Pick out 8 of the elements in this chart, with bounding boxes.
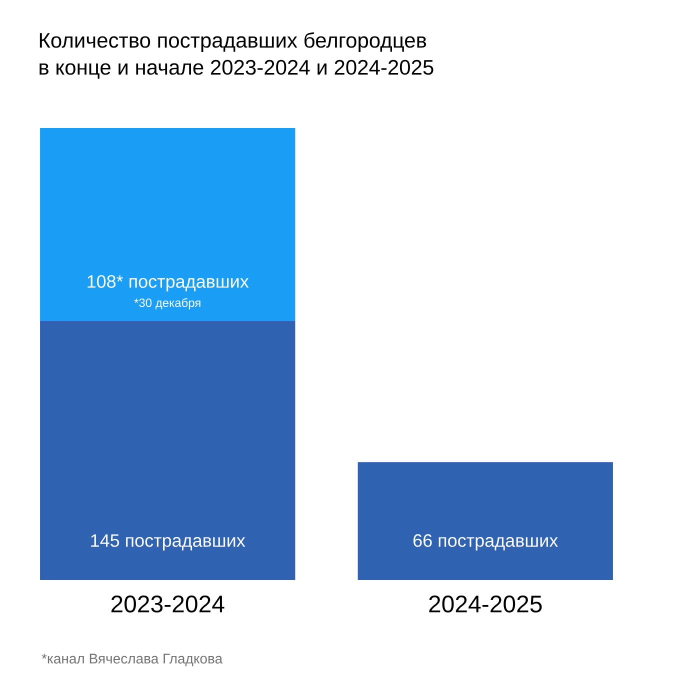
x-tick-label: 2023-2024 xyxy=(111,596,224,613)
data-label: 66 пострадавших xyxy=(413,534,558,550)
text: *канал Вячеслава Гладкова xyxy=(42,654,223,666)
annotation: *30 декабря xyxy=(134,298,200,310)
data-label: 108* пострадавших xyxy=(88,275,249,292)
chart-title: Количество пострадавших белгородцев в конце и начале 2023-2024 и 2024-2025 xyxy=(40,32,434,79)
data-label: 145 пострадавших xyxy=(91,534,246,550)
x-tick-label: 2024-2025 xyxy=(429,596,542,613)
